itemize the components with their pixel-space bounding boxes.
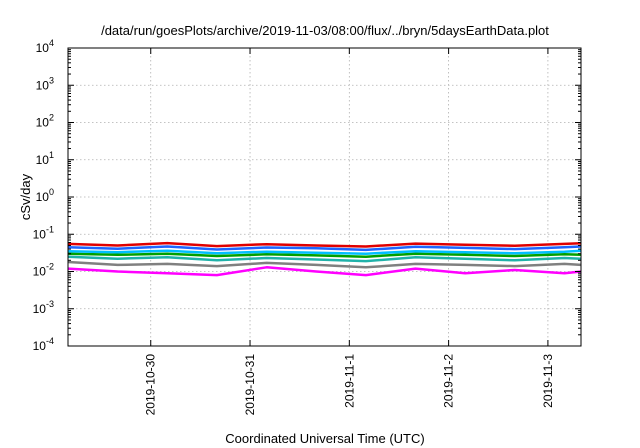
- series-line: [67, 241, 582, 248]
- y-tick-label: 10-2: [33, 262, 54, 279]
- x-tick-labels: 2019-10-30 2019-10-31 2019-11-1 2019-11-2 20…: [144, 354, 555, 416]
- x-tick-label: 2019-10-30: [144, 354, 158, 416]
- series-line: [67, 252, 582, 258]
- grid-lines: [68, 48, 581, 346]
- y-tick-labels: 10-4 10-3 10-2 10-1 100 101 102 103 104: [33, 38, 54, 353]
- x-tick-label: 2019-10-31: [243, 354, 257, 416]
- x-axis-label: Coordinated Universal Time (UTC): [225, 431, 424, 446]
- series-line: [67, 260, 582, 269]
- y-tick-label: 10-3: [33, 299, 54, 316]
- y-tick-label: 101: [36, 150, 54, 167]
- y-tick-label: 103: [36, 75, 54, 92]
- x-tick-label: 2019-11-2: [442, 354, 456, 408]
- series-layer: [67, 241, 582, 277]
- y-tick-label: 100: [36, 187, 54, 204]
- y-tick-label: 104: [36, 38, 54, 55]
- x-tick-label: 2019-11-3: [541, 354, 555, 408]
- y-tick-label: 10-4: [33, 336, 54, 353]
- y-tick-label: 10-1: [33, 224, 54, 241]
- series-line: [67, 249, 582, 255]
- x-tick-label: 2019-11-1: [342, 354, 356, 408]
- y-tick-label: 102: [36, 113, 54, 130]
- axis-ticks: [68, 47, 581, 347]
- series-line: [67, 266, 582, 277]
- y-axis-label: cSv/day: [18, 173, 33, 220]
- series-line: [67, 245, 582, 252]
- series-line: [67, 255, 582, 263]
- chart-title: /data/run/goesPlots/archive/2019-11-03/0…: [101, 23, 549, 38]
